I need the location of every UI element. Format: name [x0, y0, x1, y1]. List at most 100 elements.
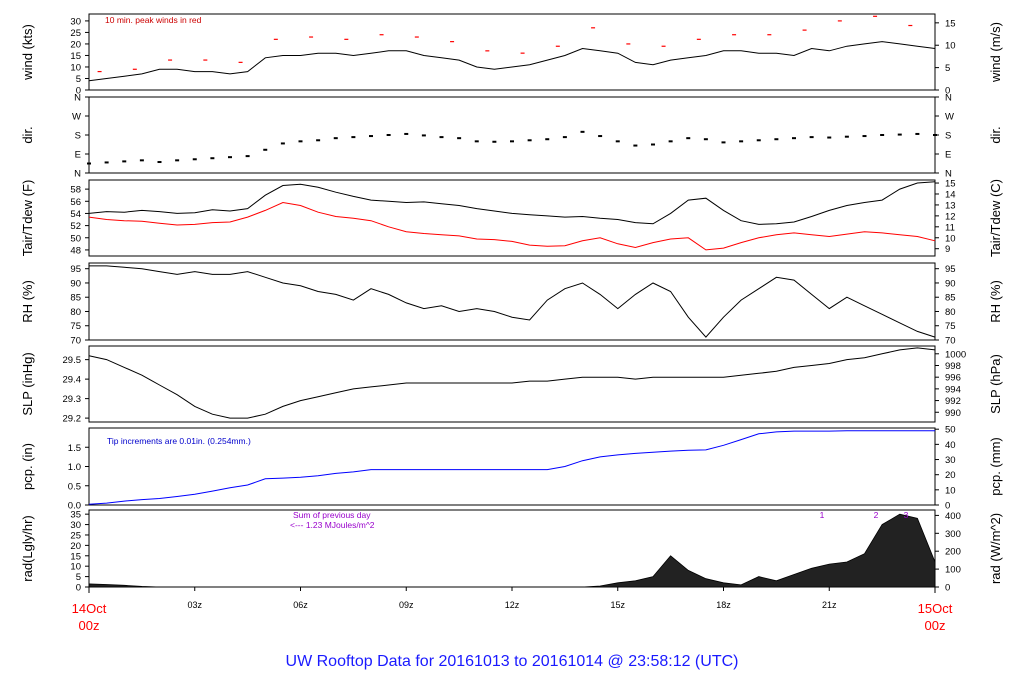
y-tick-label-right: 5: [945, 63, 950, 74]
y-tick-label-left: 75: [70, 321, 81, 332]
y-tick-label-left: 52: [70, 221, 81, 232]
y-tick-label-left: 20: [70, 39, 81, 50]
y-tick-label-right: 70: [945, 336, 956, 347]
y-tick-label-left: W: [72, 112, 81, 123]
temperature-series-line: [88, 201, 936, 251]
direction-point: [228, 156, 232, 159]
direction-point: [457, 137, 462, 140]
precipitation-series-line: [88, 430, 935, 505]
direction-point: [615, 140, 620, 143]
y-tick-label-left: 1.0: [68, 462, 81, 473]
temperature-frame: [88, 179, 936, 257]
y-label-right: Tair/Tdew (C): [988, 179, 1003, 257]
direction-point: [739, 140, 744, 143]
y-tick-label-right: E: [945, 150, 951, 161]
direction-point: [721, 141, 726, 144]
radiation-series-area: [88, 513, 936, 588]
pressure-frame: [88, 345, 936, 423]
y-label-left: dir.: [20, 126, 35, 143]
y-tick-label-left: 25: [70, 530, 81, 541]
y-label-right: RH (%): [988, 280, 1003, 323]
direction-point: [774, 138, 779, 141]
y-tick-label-right: 300: [945, 529, 961, 540]
x-tick-label: 09z: [399, 600, 414, 610]
x-tick-label: 03z: [187, 600, 202, 610]
direction-point: [333, 137, 338, 140]
y-tick-label-right: 10: [945, 41, 956, 52]
y-tick-label-right: 80: [945, 307, 956, 318]
y-tick-label-left: 0.5: [68, 481, 81, 492]
y-label-left: RH (%): [20, 280, 35, 323]
y-tick-label-left: 29.5: [63, 355, 82, 366]
radiation-annotation: Sum of previous day: [293, 510, 371, 520]
direction-point: [756, 139, 761, 142]
direction-frame: [88, 96, 936, 174]
time-axis: 03z 06z 09z 12z 15z 18z 21z 14Oct 00z 15Oct 00z: [72, 587, 953, 633]
y-tick-label-left: 1.5: [68, 443, 81, 454]
y-tick-label-left: 30: [70, 520, 81, 531]
direction-point: [703, 138, 708, 141]
direction-point: [844, 135, 849, 138]
y-tick-label-left: 58: [70, 185, 81, 196]
y-tick-label-right: 998: [945, 361, 961, 372]
radiation-marker: 2: [874, 510, 879, 520]
y-tick-label-right: 0: [945, 86, 950, 97]
direction-point: [369, 135, 373, 138]
start-date-label: 00z: [79, 618, 100, 633]
x-tick-label: 12z: [505, 600, 520, 610]
y-label-right: pcp. (mm): [988, 437, 1003, 496]
start-date-label: 14Oct: [72, 601, 107, 616]
direction-point: [280, 142, 285, 145]
y-tick-label-left: 29.2: [63, 414, 82, 425]
y-tick-label-right: 10: [945, 485, 956, 496]
x-tick-label: 21z: [822, 600, 837, 610]
y-tick-label-left: 5: [76, 74, 81, 85]
radiation-annotation: <--- 1.23 MJoules/m^2: [290, 520, 375, 530]
direction-point: [598, 135, 603, 138]
y-label-left: SLP (inHg): [20, 352, 35, 415]
direction-point: [316, 139, 321, 142]
direction-point: [474, 140, 479, 143]
y-label-left: Tair/Tdew (F): [20, 180, 35, 257]
direction-point: [510, 140, 514, 143]
y-tick-label-left: 15: [70, 51, 81, 62]
y-tick-label-left: 0.0: [68, 501, 81, 512]
direction-point: [809, 136, 814, 139]
y-tick-label-right: 50: [945, 425, 956, 436]
y-tick-label-right: 14: [945, 189, 956, 200]
y-tick-label-left: 48: [70, 245, 81, 256]
direction-point: [527, 139, 532, 142]
y-tick-label-right: 0: [945, 501, 950, 512]
panel-precipitation: 0.0 0.5 1.0 1.5 0 10 20 30 40 50 pcp. (in) pcp. (mm…: [20, 425, 1003, 512]
y-tick-label-right: W: [945, 112, 954, 123]
humidity-frame: [88, 262, 936, 341]
y-label-left: wind (kts): [20, 24, 35, 81]
y-tick-label-right: 15: [945, 179, 956, 190]
y-tick-label-right: 12: [945, 211, 956, 222]
y-tick-label-left: 54: [70, 209, 81, 220]
y-tick-label-right: 15: [945, 18, 956, 29]
direction-point: [562, 136, 567, 139]
y-tick-label-left: 25: [70, 28, 81, 39]
temperature-series-line: [88, 181, 936, 225]
direction-point: [915, 132, 920, 135]
direction-point: [492, 140, 497, 143]
direction-point: [651, 143, 655, 146]
end-date-label: 15Oct: [918, 601, 953, 616]
direction-point: [139, 159, 144, 162]
y-tick-label-left: 10: [70, 562, 81, 573]
y-tick-label-left: 90: [70, 278, 81, 289]
y-tick-label-right: 996: [945, 373, 961, 384]
direction-point: [404, 132, 409, 135]
direction-point: [880, 134, 885, 136]
y-tick-label-left: E: [75, 150, 81, 161]
y-tick-label-right: N: [945, 93, 952, 104]
figure-title: UW Rooftop Data for 20161013 to 20161014…: [286, 653, 739, 670]
y-tick-label-right: 85: [945, 293, 956, 304]
wind-frame: [88, 13, 936, 91]
direction-point: [298, 140, 303, 143]
y-tick-label-right: 0: [945, 583, 950, 594]
direction-point: [686, 137, 691, 140]
